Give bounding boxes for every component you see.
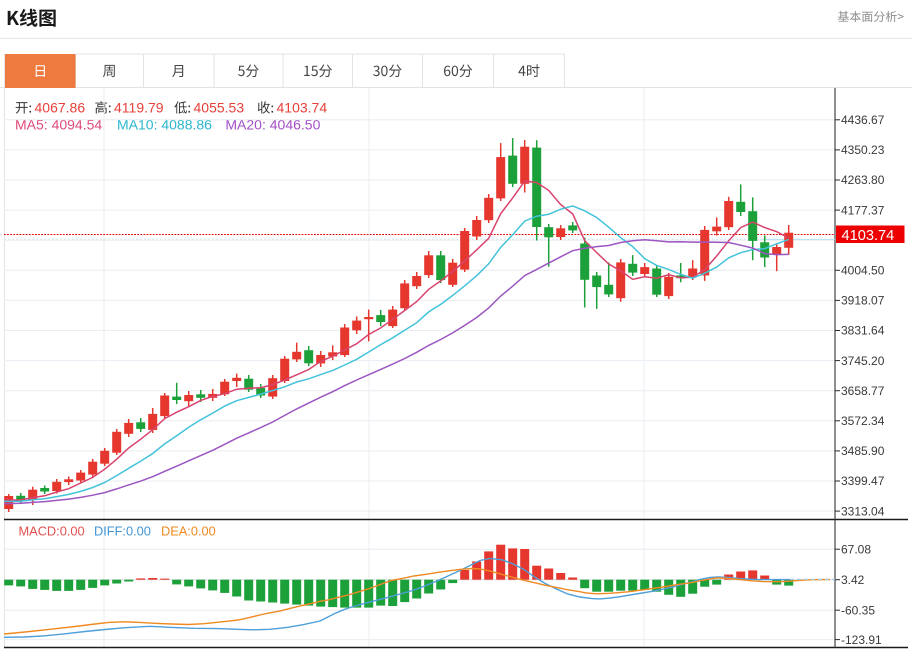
svg-text:67.08: 67.08 <box>841 542 871 556</box>
svg-text:DEA:0.00: DEA:0.00 <box>161 524 216 539</box>
svg-text:4263.80: 4263.80 <box>841 173 885 187</box>
svg-text:MA20: 4046.50: MA20: 4046.50 <box>225 117 320 133</box>
svg-text:3572.34: 3572.34 <box>841 414 885 428</box>
svg-text:4177.37: 4177.37 <box>841 203 885 217</box>
svg-text:MA5: 4094.54: MA5: 4094.54 <box>15 117 102 133</box>
svg-text:DIFF:0.00: DIFF:0.00 <box>94 524 151 539</box>
svg-text:4055.53: 4055.53 <box>194 100 245 116</box>
svg-text:4004.50: 4004.50 <box>841 264 885 278</box>
svg-text:3918.07: 3918.07 <box>841 294 885 308</box>
svg-text:-123.91: -123.91 <box>841 633 882 647</box>
svg-text:4350.23: 4350.23 <box>841 143 885 157</box>
svg-text:3399.47: 3399.47 <box>841 474 885 488</box>
svg-text:4103.74: 4103.74 <box>277 100 328 116</box>
svg-text:MA10: 4088.86: MA10: 4088.86 <box>117 117 212 133</box>
svg-text:3485.90: 3485.90 <box>841 444 885 458</box>
svg-text:4436.67: 4436.67 <box>841 113 885 127</box>
svg-text:3831.64: 3831.64 <box>841 324 885 338</box>
svg-text:4119.79: 4119.79 <box>114 100 164 116</box>
svg-text:MACD:0.00: MACD:0.00 <box>19 524 85 539</box>
svg-text:4103.74: 4103.74 <box>842 228 895 244</box>
svg-text:3.42: 3.42 <box>841 573 865 587</box>
svg-text:3313.04: 3313.04 <box>841 504 885 518</box>
svg-text:3658.77: 3658.77 <box>841 384 885 398</box>
svg-text:3745.20: 3745.20 <box>841 354 885 368</box>
svg-text:-60.35: -60.35 <box>841 603 875 617</box>
svg-text:4067.86: 4067.86 <box>35 100 86 116</box>
